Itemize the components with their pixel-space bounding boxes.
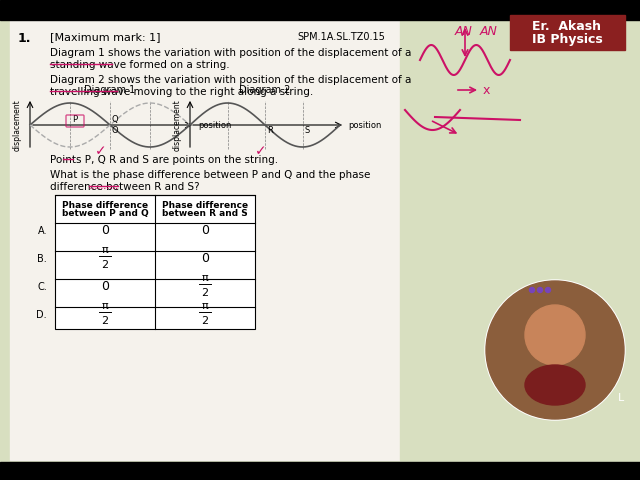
Text: 2: 2 [202, 288, 209, 298]
Text: P: P [72, 115, 77, 124]
Text: L: L [618, 393, 624, 403]
Text: 0: 0 [201, 252, 209, 265]
Circle shape [525, 305, 585, 365]
Text: π: π [102, 301, 108, 311]
Text: Diagram 2 shows the variation with position of the displacement of a: Diagram 2 shows the variation with posit… [50, 75, 412, 85]
Bar [400, 20, 640, 460]
Text: B.: B. [37, 254, 47, 264]
Text: 2: 2 [101, 316, 109, 326]
Text: Q: Q [112, 115, 118, 124]
Bar [10, 20, 400, 460]
Text: 1.: 1. [18, 32, 31, 45]
Text: ✓: ✓ [255, 144, 267, 158]
Text: x: x [483, 84, 490, 96]
Text: π: π [102, 245, 108, 255]
Bar [510, 15, 625, 50]
Text: position: position [348, 120, 381, 130]
Circle shape [538, 288, 543, 292]
Text: What is the phase difference between P and Q and the phase: What is the phase difference between P a… [50, 170, 371, 180]
Text: D.: D. [36, 310, 47, 320]
Text: [Maximum mark: 1]: [Maximum mark: 1] [50, 32, 161, 42]
Text: π: π [202, 301, 208, 311]
Text: SPM.1A.SL.TZ0.15: SPM.1A.SL.TZ0.15 [297, 32, 385, 42]
Ellipse shape [525, 365, 585, 405]
Wedge shape [486, 281, 624, 419]
Text: Phase difference: Phase difference [62, 201, 148, 210]
Text: S: S [305, 126, 310, 135]
Bar [0, 0, 640, 20]
Text: O: O [112, 126, 118, 135]
Text: AN: AN [455, 25, 473, 38]
Text: displacement: displacement [173, 99, 182, 151]
Circle shape [485, 280, 625, 420]
Text: 0: 0 [101, 280, 109, 293]
Text: AN: AN [480, 25, 498, 38]
Text: difference between R and S?: difference between R and S? [50, 182, 200, 192]
Text: π: π [202, 273, 208, 283]
Text: Points P, Q R and S are points on the string.: Points P, Q R and S are points on the st… [50, 155, 278, 165]
Circle shape [545, 288, 550, 292]
Text: displacement: displacement [13, 99, 22, 151]
Text: ✓: ✓ [95, 144, 107, 158]
Bar [0, 462, 640, 480]
Text: standing wave formed on a string.: standing wave formed on a string. [50, 60, 230, 70]
Text: 2: 2 [101, 260, 109, 270]
Text: Diagram 2: Diagram 2 [239, 85, 291, 95]
Text: Diagram 1: Diagram 1 [84, 85, 136, 95]
Circle shape [529, 288, 534, 292]
Text: Diagram 1 shows the variation with position of the displacement of a: Diagram 1 shows the variation with posit… [50, 48, 412, 58]
Text: A.: A. [38, 226, 47, 236]
Text: position: position [198, 120, 232, 130]
Text: travelling wave moving to the right along a string.: travelling wave moving to the right alon… [50, 87, 313, 97]
Text: IB Physics: IB Physics [532, 34, 602, 47]
Text: Er.  Akash: Er. Akash [532, 21, 602, 34]
Text: Phase difference: Phase difference [162, 201, 248, 210]
Text: R: R [267, 126, 273, 135]
Bar [55, 195, 255, 329]
Text: between R and S: between R and S [162, 209, 248, 218]
Text: C.: C. [37, 282, 47, 292]
Text: 2: 2 [202, 316, 209, 326]
Text: between P and Q: between P and Q [61, 209, 148, 218]
Text: 0: 0 [201, 225, 209, 238]
Text: 0: 0 [101, 225, 109, 238]
